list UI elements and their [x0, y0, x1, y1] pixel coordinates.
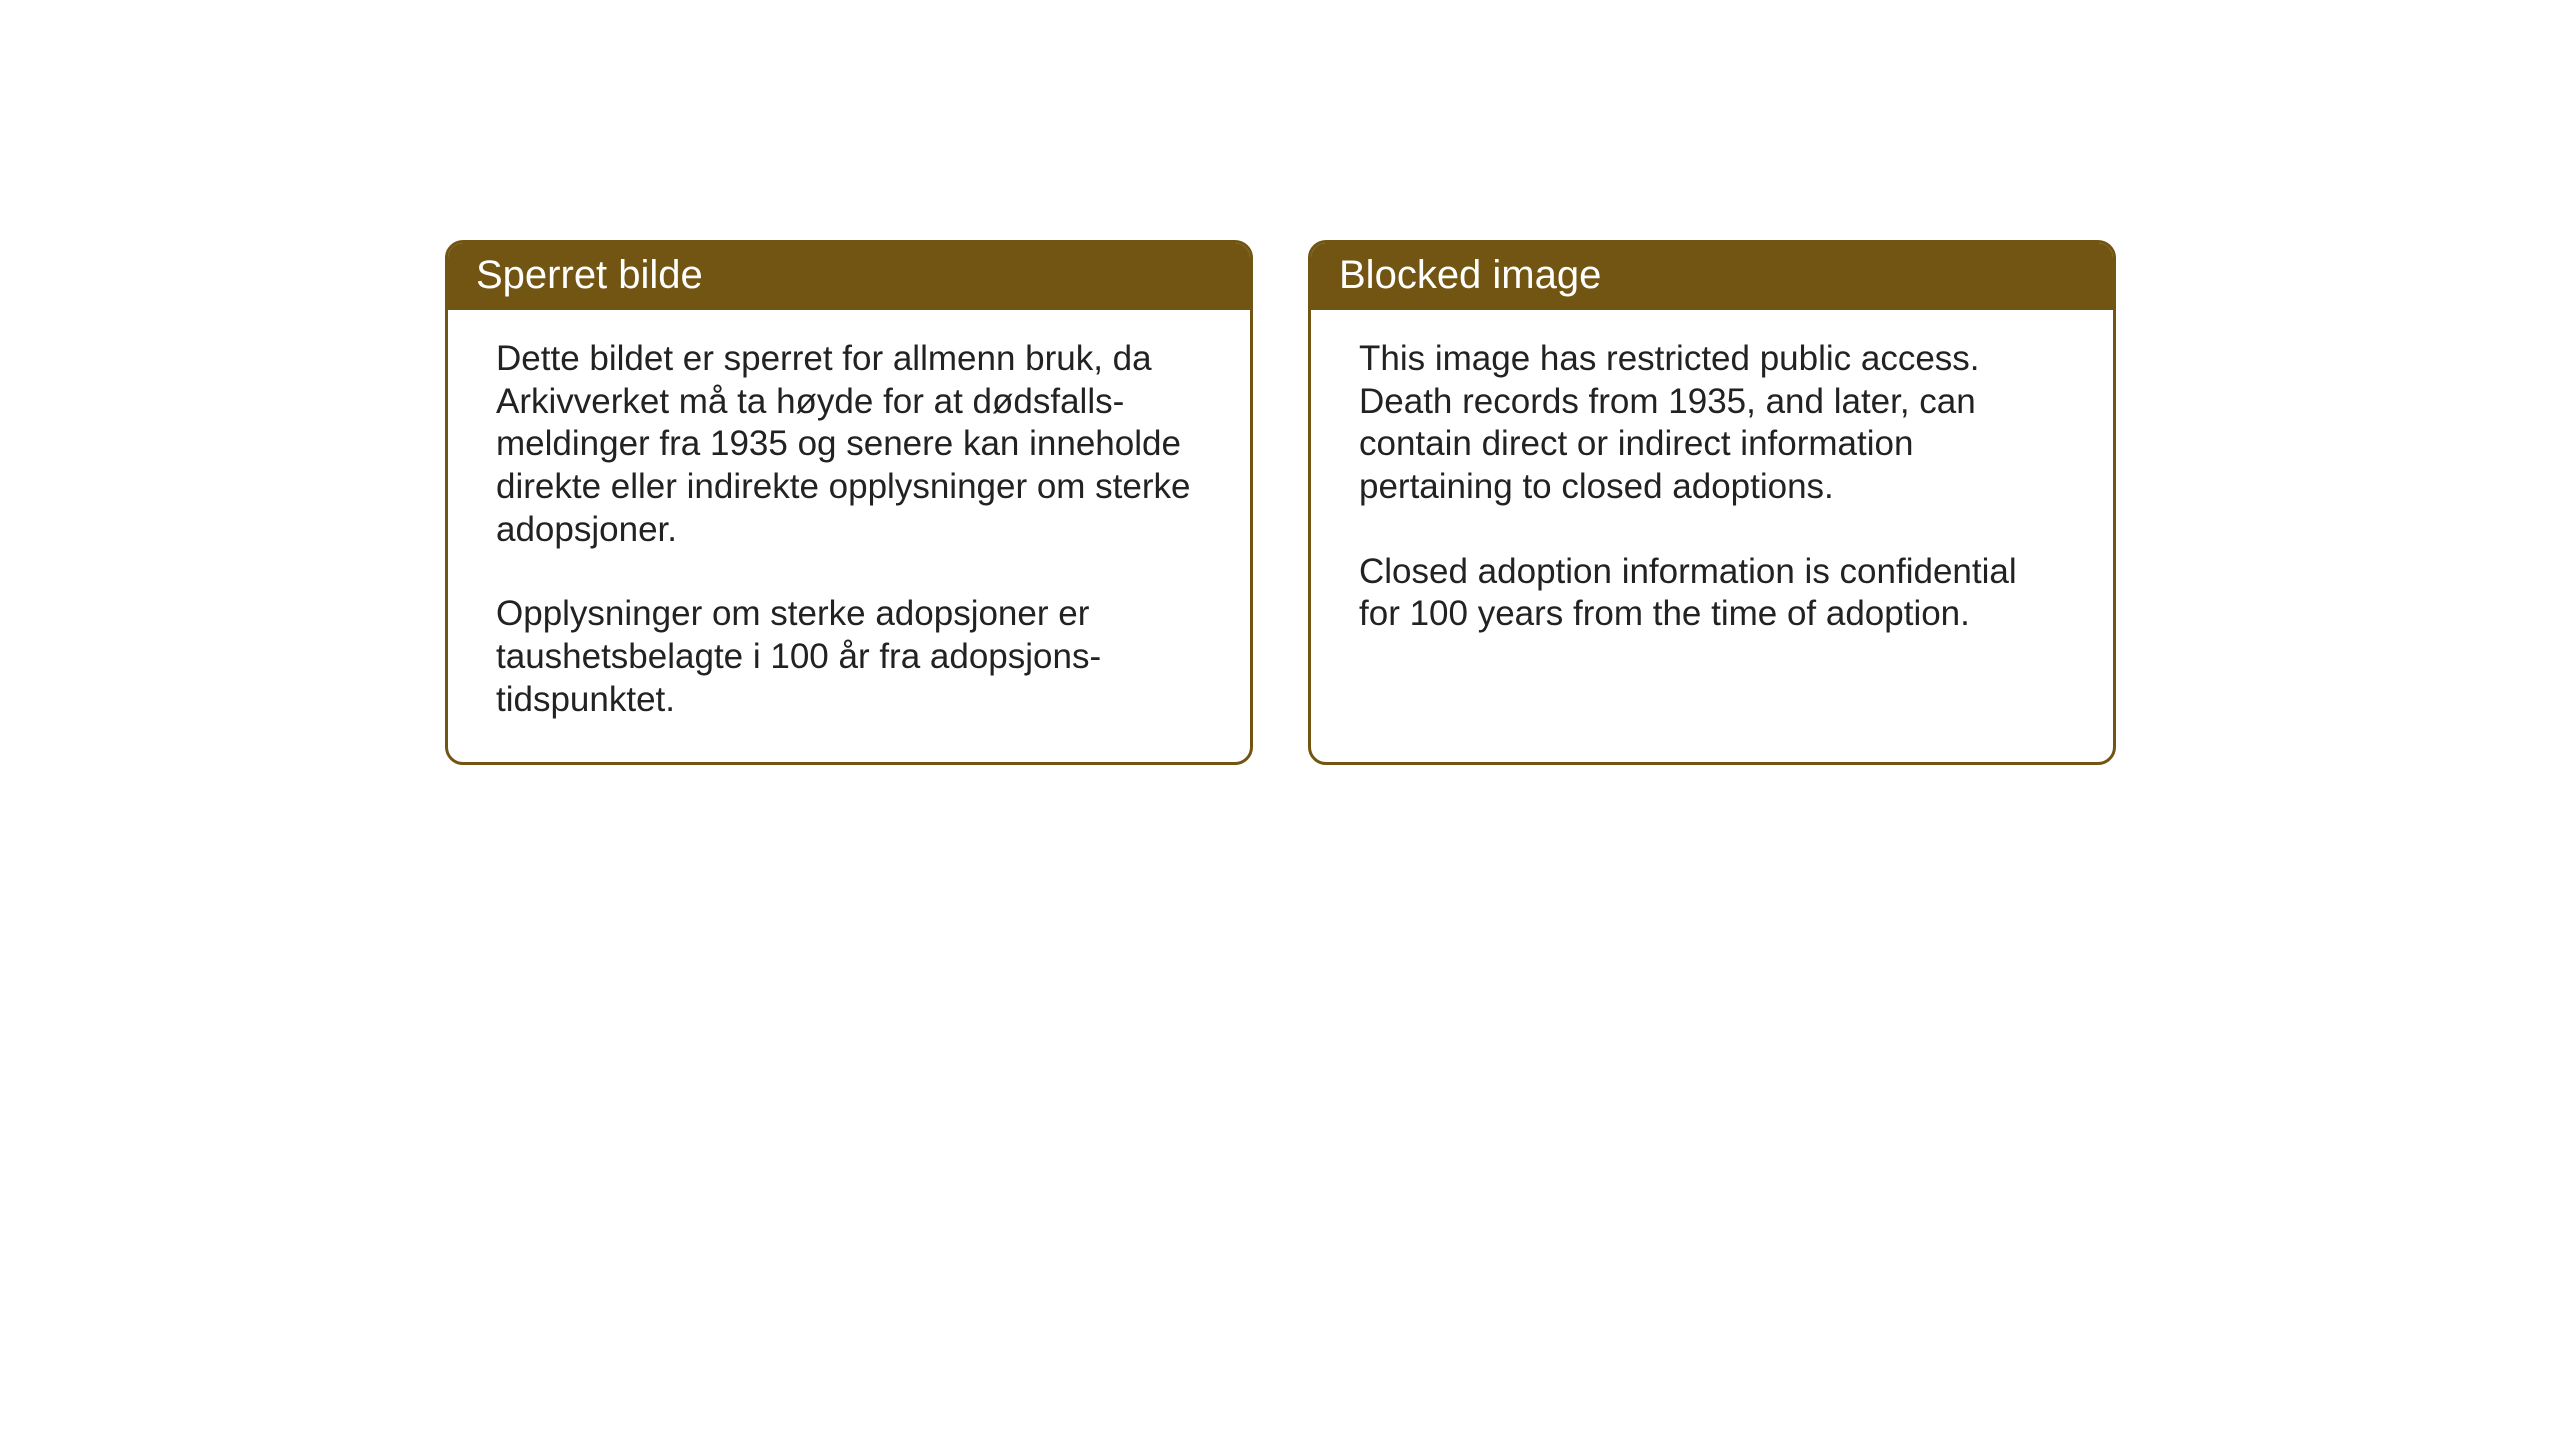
- card-paragraph-english-2: Closed adoption information is confident…: [1359, 551, 2065, 636]
- card-paragraph-norwegian-1: Dette bildet er sperret for allmenn bruk…: [496, 338, 1202, 551]
- card-paragraph-english-1: This image has restricted public access.…: [1359, 338, 2065, 509]
- notice-card-norwegian: Sperret bilde Dette bildet er sperret fo…: [445, 240, 1253, 765]
- card-header-english: Blocked image: [1311, 243, 2113, 310]
- card-header-norwegian: Sperret bilde: [448, 243, 1250, 310]
- card-body-english: This image has restricted public access.…: [1311, 310, 2113, 750]
- notice-container: Sperret bilde Dette bildet er sperret fo…: [445, 240, 2116, 765]
- card-title-english: Blocked image: [1339, 253, 1601, 297]
- notice-card-english: Blocked image This image has restricted …: [1308, 240, 2116, 765]
- card-title-norwegian: Sperret bilde: [476, 253, 703, 297]
- card-paragraph-norwegian-2: Opplysninger om sterke adopsjoner er tau…: [496, 593, 1202, 721]
- card-body-norwegian: Dette bildet er sperret for allmenn bruk…: [448, 310, 1250, 762]
